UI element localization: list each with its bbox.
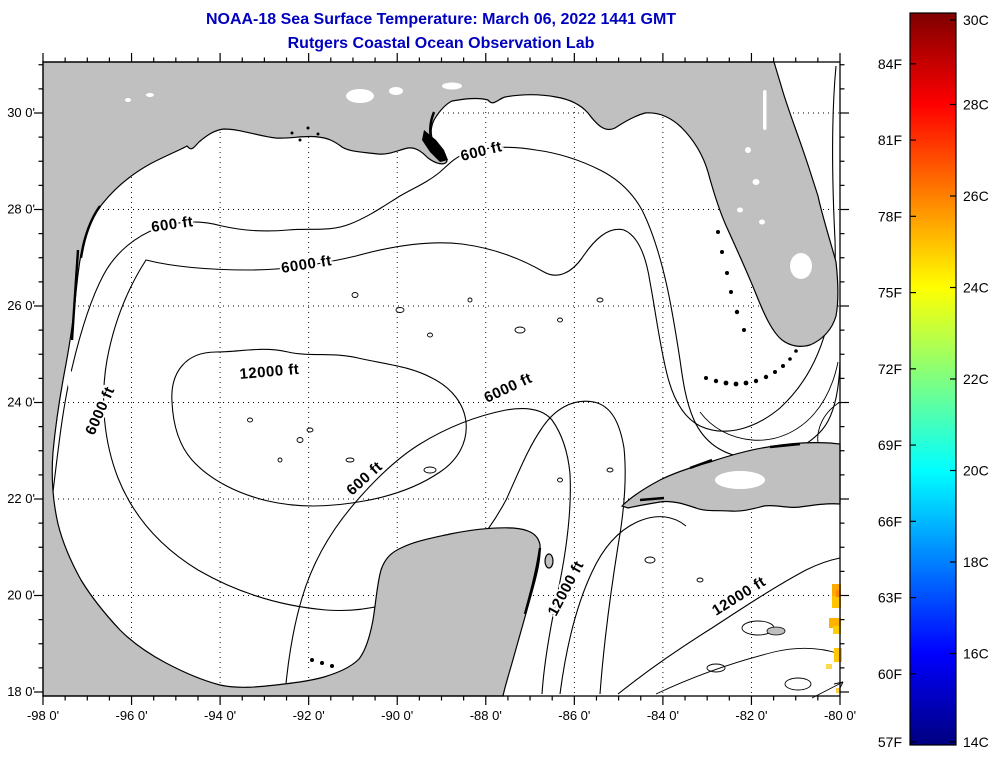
y-axis-tick-label: 18 0' bbox=[7, 684, 35, 699]
lake-pontchartrain bbox=[346, 89, 374, 103]
st-johns-river bbox=[763, 90, 767, 130]
colorbar-label-celsius: 18C bbox=[963, 554, 989, 570]
colorbar-label-celsius: 24C bbox=[963, 280, 989, 296]
island-small bbox=[766, 626, 786, 636]
y-axis-tick-label: 24 0' bbox=[7, 395, 35, 410]
florida-lake bbox=[737, 207, 743, 213]
lagoon bbox=[389, 87, 403, 95]
x-axis-tick-label: -84 0' bbox=[647, 708, 679, 723]
y-axis-labels: 30 0' 28 0' 26 0' 24 0' 22 0' 20 0' 18 0' bbox=[7, 105, 35, 699]
inland-water bbox=[146, 93, 154, 97]
contour-600ft-keys bbox=[699, 361, 839, 441]
sst-patch bbox=[832, 596, 841, 608]
lake-okeechobee bbox=[790, 253, 812, 279]
colorbar-label-fahrenheit: 75F bbox=[878, 285, 902, 301]
figure-subtitle: Rutgers Coastal Ocean Observation Lab bbox=[288, 35, 595, 52]
colorbar-label-fahrenheit: 63F bbox=[878, 590, 902, 606]
sst-patch bbox=[833, 626, 841, 634]
florida-keys bbox=[704, 349, 798, 387]
inland-water bbox=[125, 98, 131, 102]
sst-patch bbox=[836, 688, 840, 693]
x-axis-tick-label: -92 0' bbox=[293, 708, 325, 723]
x-axis-tick-label: -80 0' bbox=[824, 708, 856, 723]
colorbar-label-fahrenheit: 69F bbox=[878, 437, 902, 453]
x-axis-tick-label: -90 0' bbox=[381, 708, 413, 723]
colorbar-label-fahrenheit: 84F bbox=[878, 56, 902, 72]
x-axis-tick-label: -88 0' bbox=[470, 708, 502, 723]
colorbar-label-celsius: 28C bbox=[963, 97, 989, 113]
colorbar-label-celsius: 26C bbox=[963, 188, 989, 204]
colorbar: 84F 81F 78F 75F 72F 69F 66F 63F 60F 57F 30C 28C 26C… bbox=[878, 12, 989, 750]
colorbar-label-fahrenheit: 81F bbox=[878, 132, 902, 148]
x-axis-tick-label: -98 0' bbox=[27, 708, 59, 723]
sst-patch bbox=[834, 648, 842, 662]
colorbar-label-fahrenheit: 57F bbox=[878, 734, 902, 750]
colorbar-label-fahrenheit: 72F bbox=[878, 361, 902, 377]
colorbar-celsius-labels: 30C 28C 26C 24C 22C 20C 18C 16C 14C bbox=[950, 12, 989, 750]
sst-patch bbox=[826, 664, 832, 669]
colorbar-label-celsius: 30C bbox=[963, 12, 989, 28]
cuba-lagoon bbox=[715, 471, 765, 489]
y-axis-tick-label: 22 0' bbox=[7, 491, 35, 506]
sst-patch bbox=[829, 618, 841, 628]
x-axis-tick-label: -94 0' bbox=[204, 708, 236, 723]
contour-12000ft-caribbean bbox=[617, 557, 841, 695]
sst-patch bbox=[836, 590, 840, 597]
colorbar-label-celsius: 16C bbox=[963, 646, 989, 662]
contour-12000ft-channel bbox=[559, 516, 687, 695]
florida-lake bbox=[759, 219, 765, 225]
y-axis-tick-label: 26 0' bbox=[7, 298, 35, 313]
contour-600ft-north bbox=[51, 146, 841, 501]
contour-12000ft-west bbox=[171, 348, 467, 507]
axis-ticks bbox=[34, 53, 849, 705]
florida-lake bbox=[752, 179, 760, 185]
land-north-america bbox=[42, 61, 839, 697]
colorbar-fahrenheit-labels: 84F 81F 78F 75F 72F 69F 66F 63F 60F 57F bbox=[878, 56, 916, 750]
x-axis-tick-label: -96 0' bbox=[115, 708, 147, 723]
x-axis-tick-label: -86 0' bbox=[558, 708, 590, 723]
land-details bbox=[59, 82, 812, 676]
mississippi-delta bbox=[422, 130, 448, 162]
y-axis-tick-label: 28 0' bbox=[7, 202, 35, 217]
coastal-lagoon bbox=[67, 370, 73, 390]
contour-blobs bbox=[247, 292, 812, 691]
bathymetry-contours bbox=[51, 65, 844, 699]
island-cozumel bbox=[544, 553, 554, 569]
contour-caribbean-2 bbox=[655, 647, 841, 695]
x-axis-labels: -98 0' -96 0' -94 0' -92 0' -90 0' -88 0' -86 … bbox=[27, 708, 856, 723]
y-axis-tick-label: 30 0' bbox=[7, 105, 35, 120]
colorbar-label-fahrenheit: 66F bbox=[878, 513, 902, 529]
contour-600ft-campeche bbox=[284, 408, 571, 695]
colorbar-label-fahrenheit: 78F bbox=[878, 208, 902, 224]
colorbar-gradient bbox=[909, 12, 957, 746]
colorbar-label-celsius: 14C bbox=[963, 734, 989, 750]
coastal-specks bbox=[290, 126, 746, 668]
y-axis-tick-label: 20 0' bbox=[7, 588, 35, 603]
colorbar-label-celsius: 22C bbox=[963, 371, 989, 387]
x-axis-tick-label: -82 0' bbox=[735, 708, 767, 723]
mississippi-sound bbox=[442, 82, 462, 90]
land-masses bbox=[42, 61, 841, 697]
terminos-lagoon bbox=[306, 668, 330, 676]
figure-title: NOAA-18 Sea Surface Temperature: March 0… bbox=[206, 11, 676, 28]
colorbar-label-fahrenheit: 60F bbox=[878, 666, 902, 682]
barrier-islands bbox=[70, 111, 801, 615]
florida-lake bbox=[745, 147, 751, 153]
colorbar-label-celsius: 20C bbox=[963, 463, 989, 479]
coastal-lagoon bbox=[59, 441, 65, 469]
sst-data-patches bbox=[826, 584, 842, 693]
contour-6000ft bbox=[103, 65, 837, 695]
